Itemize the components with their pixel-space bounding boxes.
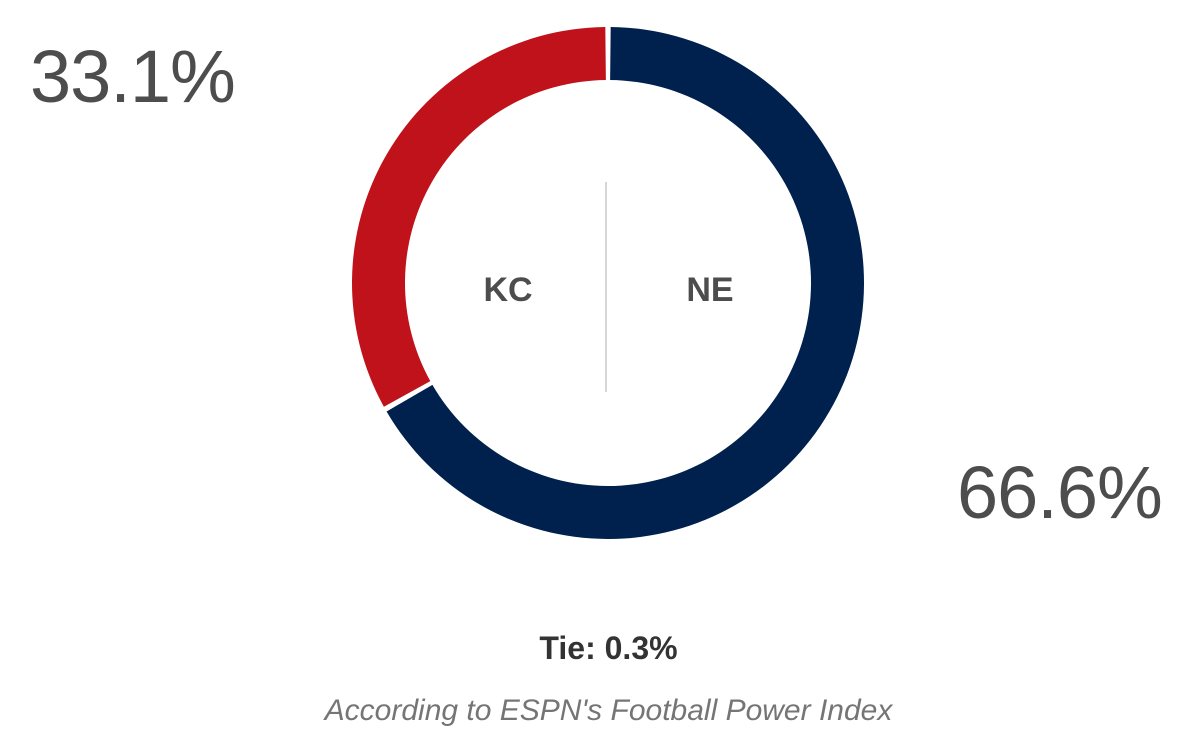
kc-percentage: 33.1% (30, 35, 236, 118)
ne-percentage: 66.6% (957, 451, 1163, 534)
kc-label: KC (483, 271, 532, 309)
win-probability-donut: KC NE (352, 27, 864, 539)
kc-slice (352, 27, 606, 407)
source-note: According to ESPN's Football Power Index (324, 694, 893, 727)
ne-label: NE (686, 271, 733, 309)
tie-probability: Tie: 0.3% (539, 630, 678, 666)
